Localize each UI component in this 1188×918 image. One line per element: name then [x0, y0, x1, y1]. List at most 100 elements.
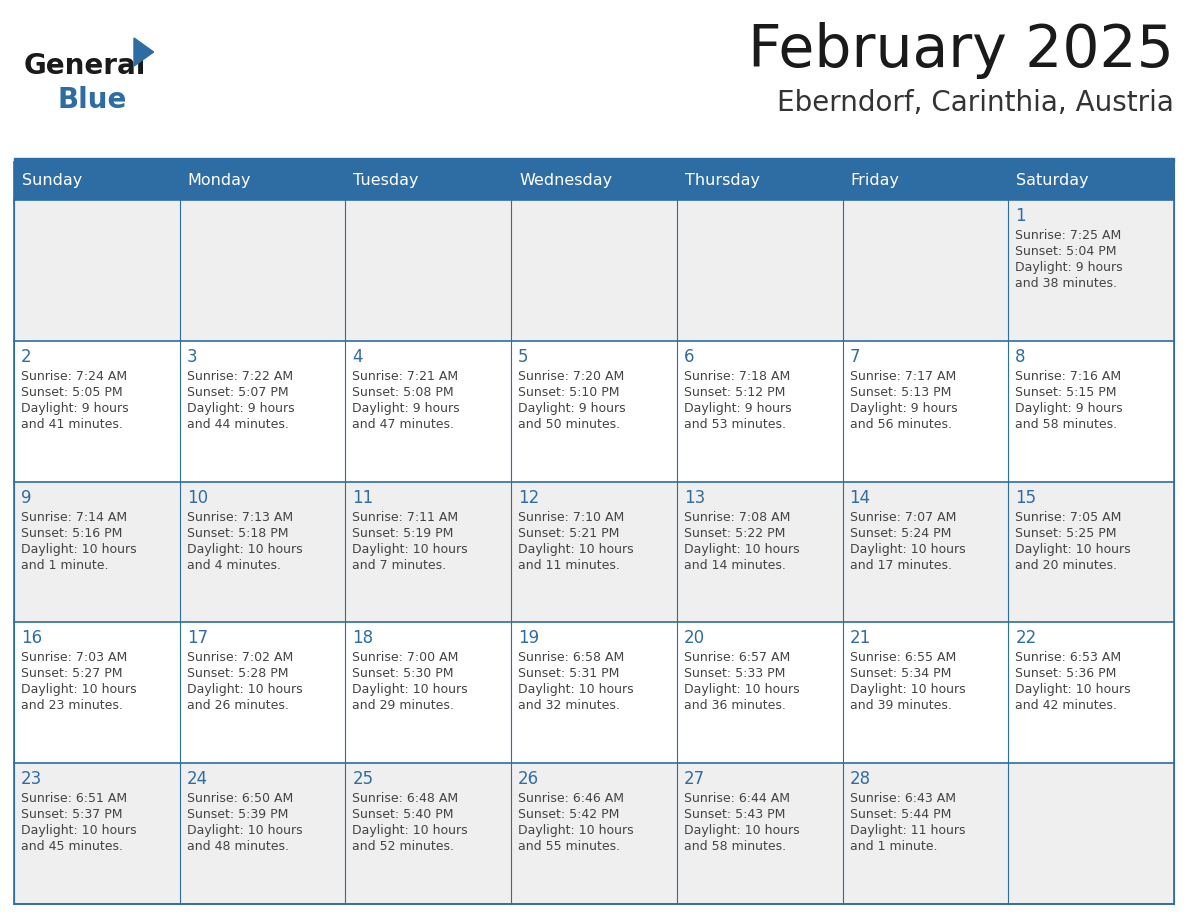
Bar: [14, 200, 179, 341]
Text: and 44 minutes.: and 44 minutes.: [187, 418, 289, 431]
Bar: [346, 622, 511, 763]
Text: and 14 minutes.: and 14 minutes.: [684, 558, 785, 572]
Text: Sunset: 5:28 PM: Sunset: 5:28 PM: [187, 667, 289, 680]
Bar: [14, 158, 1174, 162]
Text: 17: 17: [187, 630, 208, 647]
Text: Daylight: 10 hours: Daylight: 10 hours: [518, 824, 633, 837]
Text: Tuesday: Tuesday: [353, 174, 419, 188]
Text: Sunrise: 6:58 AM: Sunrise: 6:58 AM: [518, 652, 625, 665]
Text: Sunset: 5:19 PM: Sunset: 5:19 PM: [353, 527, 454, 540]
Bar: [511, 200, 677, 341]
Bar: [1009, 763, 1174, 904]
Bar: [842, 341, 1009, 482]
Text: Blue: Blue: [58, 86, 127, 114]
Text: Sunrise: 7:25 AM: Sunrise: 7:25 AM: [1016, 229, 1121, 242]
Text: and 41 minutes.: and 41 minutes.: [21, 418, 122, 431]
Text: Daylight: 10 hours: Daylight: 10 hours: [1016, 543, 1131, 555]
Text: and 58 minutes.: and 58 minutes.: [684, 840, 786, 853]
Text: Sunset: 5:16 PM: Sunset: 5:16 PM: [21, 527, 122, 540]
Text: 5: 5: [518, 348, 529, 365]
Text: Sunrise: 6:50 AM: Sunrise: 6:50 AM: [187, 792, 293, 805]
Text: Sunrise: 6:55 AM: Sunrise: 6:55 AM: [849, 652, 956, 665]
Text: and 4 minutes.: and 4 minutes.: [187, 558, 280, 572]
Text: Sunrise: 7:02 AM: Sunrise: 7:02 AM: [187, 652, 293, 665]
Text: and 26 minutes.: and 26 minutes.: [187, 700, 289, 712]
Text: Daylight: 9 hours: Daylight: 9 hours: [353, 402, 460, 415]
Text: Daylight: 10 hours: Daylight: 10 hours: [1016, 683, 1131, 697]
Bar: [677, 622, 842, 763]
Bar: [346, 341, 511, 482]
Text: General: General: [24, 52, 146, 80]
Bar: [179, 341, 346, 482]
Bar: [179, 200, 346, 341]
Text: 23: 23: [21, 770, 43, 789]
Text: 24: 24: [187, 770, 208, 789]
Bar: [842, 200, 1009, 341]
Bar: [179, 162, 346, 200]
Text: and 32 minutes.: and 32 minutes.: [518, 700, 620, 712]
Text: 12: 12: [518, 488, 539, 507]
Text: Sunrise: 7:24 AM: Sunrise: 7:24 AM: [21, 370, 127, 383]
Text: Daylight: 10 hours: Daylight: 10 hours: [353, 543, 468, 555]
Text: Monday: Monday: [188, 174, 251, 188]
Text: Sunset: 5:40 PM: Sunset: 5:40 PM: [353, 808, 454, 822]
Text: and 55 minutes.: and 55 minutes.: [518, 840, 620, 853]
Text: Sunrise: 7:05 AM: Sunrise: 7:05 AM: [1016, 510, 1121, 523]
Text: Daylight: 10 hours: Daylight: 10 hours: [353, 683, 468, 697]
Bar: [677, 341, 842, 482]
Text: Sunset: 5:30 PM: Sunset: 5:30 PM: [353, 667, 454, 680]
Text: Sunset: 5:33 PM: Sunset: 5:33 PM: [684, 667, 785, 680]
Text: 26: 26: [518, 770, 539, 789]
Bar: [842, 622, 1009, 763]
Text: Sunset: 5:39 PM: Sunset: 5:39 PM: [187, 808, 287, 822]
Text: and 23 minutes.: and 23 minutes.: [21, 700, 122, 712]
Text: 19: 19: [518, 630, 539, 647]
Text: 25: 25: [353, 770, 373, 789]
Text: Sunset: 5:24 PM: Sunset: 5:24 PM: [849, 527, 950, 540]
Text: Sunset: 5:27 PM: Sunset: 5:27 PM: [21, 667, 122, 680]
Bar: [179, 482, 346, 622]
Text: 15: 15: [1016, 488, 1036, 507]
Bar: [677, 200, 842, 341]
Text: and 36 minutes.: and 36 minutes.: [684, 700, 785, 712]
Text: Sunset: 5:44 PM: Sunset: 5:44 PM: [849, 808, 950, 822]
Text: 10: 10: [187, 488, 208, 507]
Text: Daylight: 10 hours: Daylight: 10 hours: [849, 543, 965, 555]
Text: Sunset: 5:07 PM: Sunset: 5:07 PM: [187, 386, 289, 398]
Text: and 56 minutes.: and 56 minutes.: [849, 418, 952, 431]
Text: Sunset: 5:36 PM: Sunset: 5:36 PM: [1016, 667, 1117, 680]
Text: 20: 20: [684, 630, 704, 647]
Text: Sunrise: 7:21 AM: Sunrise: 7:21 AM: [353, 370, 459, 383]
Text: and 1 minute.: and 1 minute.: [849, 840, 937, 853]
Text: Sunday: Sunday: [23, 174, 82, 188]
Text: Sunset: 5:15 PM: Sunset: 5:15 PM: [1016, 386, 1117, 398]
Text: 14: 14: [849, 488, 871, 507]
Text: Daylight: 9 hours: Daylight: 9 hours: [21, 402, 128, 415]
Text: Sunrise: 7:10 AM: Sunrise: 7:10 AM: [518, 510, 625, 523]
Bar: [842, 763, 1009, 904]
Text: Sunrise: 7:22 AM: Sunrise: 7:22 AM: [187, 370, 292, 383]
Text: and 52 minutes.: and 52 minutes.: [353, 840, 455, 853]
Text: and 20 minutes.: and 20 minutes.: [1016, 558, 1117, 572]
Text: Sunset: 5:43 PM: Sunset: 5:43 PM: [684, 808, 785, 822]
Text: Daylight: 11 hours: Daylight: 11 hours: [849, 824, 965, 837]
Text: Sunrise: 7:07 AM: Sunrise: 7:07 AM: [849, 510, 956, 523]
Text: and 48 minutes.: and 48 minutes.: [187, 840, 289, 853]
Text: Daylight: 10 hours: Daylight: 10 hours: [353, 824, 468, 837]
Text: Sunset: 5:04 PM: Sunset: 5:04 PM: [1016, 245, 1117, 258]
Text: Sunset: 5:42 PM: Sunset: 5:42 PM: [518, 808, 619, 822]
Text: Daylight: 10 hours: Daylight: 10 hours: [187, 543, 302, 555]
Bar: [179, 622, 346, 763]
Text: and 11 minutes.: and 11 minutes.: [518, 558, 620, 572]
Text: Daylight: 10 hours: Daylight: 10 hours: [518, 683, 633, 697]
Bar: [14, 622, 179, 763]
Text: 27: 27: [684, 770, 704, 789]
Text: 22: 22: [1016, 630, 1037, 647]
Bar: [14, 341, 179, 482]
Bar: [677, 482, 842, 622]
Text: Sunset: 5:10 PM: Sunset: 5:10 PM: [518, 386, 620, 398]
Text: Sunrise: 7:03 AM: Sunrise: 7:03 AM: [21, 652, 127, 665]
Bar: [179, 763, 346, 904]
Text: Daylight: 9 hours: Daylight: 9 hours: [187, 402, 295, 415]
Text: Sunrise: 6:44 AM: Sunrise: 6:44 AM: [684, 792, 790, 805]
